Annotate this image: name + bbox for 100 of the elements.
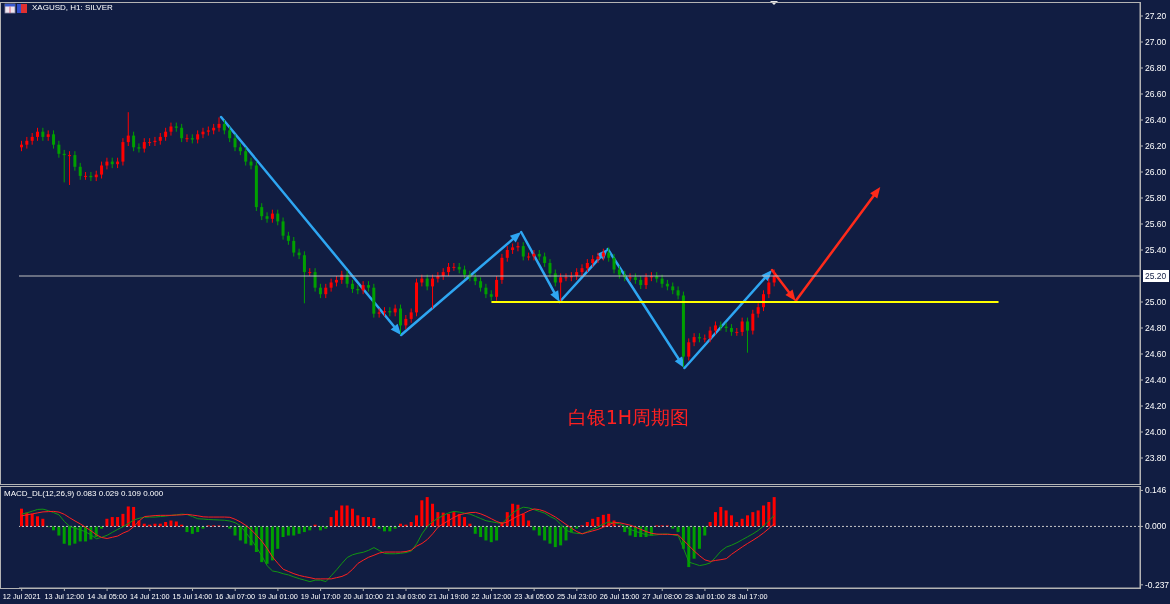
y-tick-label: 26.00: [1145, 167, 1167, 178]
candlestick: [361, 280, 365, 295]
y-tick-label: 24.40: [1145, 375, 1167, 386]
bar: [361, 517, 365, 527]
bar: [735, 521, 739, 527]
bar: [463, 517, 467, 527]
bar: [708, 521, 712, 527]
bar: [281, 526, 285, 538]
bar: [425, 497, 429, 527]
candlestick: [57, 140, 61, 159]
bar: [174, 521, 178, 527]
bar: [329, 517, 333, 527]
candlestick: [612, 253, 616, 274]
candlestick: [559, 272, 563, 303]
candlestick: [249, 157, 253, 170]
candlestick: [41, 127, 45, 142]
y-tick-label: 25.00: [1145, 297, 1167, 308]
bar: [190, 526, 194, 534]
bar: [276, 526, 280, 549]
bar: [270, 526, 274, 561]
y-tick-label: 26.60: [1145, 89, 1167, 100]
y-tick-label: 24.20: [1145, 401, 1167, 412]
bar: [473, 526, 477, 534]
candlestick: [532, 249, 536, 261]
bar: [495, 526, 499, 541]
bar: [196, 526, 200, 533]
chart-title: XAGUSD, H1: SILVER: [32, 3, 113, 13]
bar: [537, 526, 541, 536]
y-tick-label: 23.80: [1145, 453, 1167, 464]
bar: [121, 513, 125, 527]
bar: [484, 526, 488, 541]
bar: [30, 513, 34, 527]
bar: [415, 515, 419, 527]
bar: [591, 518, 595, 527]
candlestick: [292, 236, 296, 257]
bar: [105, 518, 109, 527]
bar: [20, 508, 23, 527]
candlestick: [399, 304, 403, 335]
candlestick: [521, 241, 525, 261]
y-tick-label: 27.00: [1145, 37, 1167, 48]
y-tick-label: 0.146: [1145, 485, 1167, 496]
bar: [41, 518, 45, 527]
candlestick: [692, 332, 696, 347]
bar: [521, 513, 525, 527]
bar: [286, 526, 290, 536]
bar: [164, 521, 168, 527]
candlestick: [126, 111, 130, 147]
candlestick: [121, 137, 125, 166]
bar: [553, 526, 557, 548]
candlestick: [52, 129, 56, 150]
chart-title: MACD_DL(12,26,9) 0.083 0.029 0.109 0.000: [4, 489, 164, 499]
bar: [420, 500, 424, 527]
bar: [238, 526, 242, 541]
y-tick-label: 25.40: [1145, 245, 1167, 256]
bar: [697, 526, 701, 549]
candlestick: [495, 275, 499, 302]
candlestick: [185, 133, 189, 143]
candlestick: [660, 274, 664, 289]
bar: [302, 526, 306, 533]
bar: [318, 526, 322, 531]
candlestick: [484, 283, 488, 299]
bar: [729, 515, 733, 527]
annotation: 白银1H周期图: [567, 405, 690, 430]
bar: [543, 526, 547, 541]
bar: [767, 502, 771, 527]
candlestick: [217, 116, 221, 133]
bar: [334, 510, 338, 527]
bar: [366, 517, 370, 527]
bar: [479, 526, 483, 538]
bar: [740, 518, 744, 527]
bar: [62, 526, 66, 544]
bar: [596, 517, 600, 527]
bar: [772, 497, 776, 527]
y-tick-label: 24.80: [1145, 323, 1167, 334]
bar: [585, 521, 589, 527]
bar: [233, 526, 237, 536]
candlestick: [169, 122, 173, 137]
bar: [52, 526, 56, 531]
bar: [388, 526, 392, 532]
bar: [762, 505, 765, 527]
bar: [745, 515, 749, 527]
candlestick: [628, 272, 632, 282]
candlestick: [708, 326, 712, 343]
bar: [724, 510, 728, 527]
bar: [409, 521, 413, 527]
candlestick: [751, 309, 755, 335]
candlestick: [105, 157, 109, 170]
bar: [382, 526, 386, 532]
y-tick-label: 27.20: [1145, 11, 1167, 22]
y-tick-label: 0.000: [1145, 521, 1167, 532]
y-tick-label: 24.60: [1145, 349, 1167, 360]
bar: [297, 526, 301, 534]
candlestick: [302, 250, 306, 304]
bar: [692, 526, 696, 559]
bar: [489, 526, 493, 543]
bar: [356, 515, 360, 527]
bar: [350, 508, 354, 527]
bar: [751, 512, 755, 527]
bar: [126, 506, 130, 527]
bar: [265, 526, 269, 564]
